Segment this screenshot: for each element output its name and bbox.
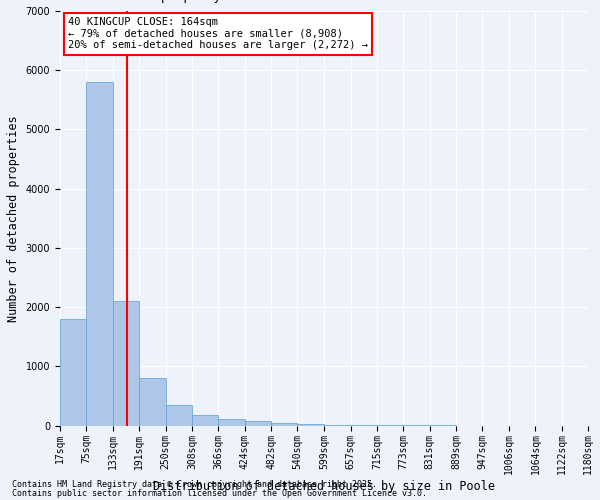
Bar xyxy=(139,378,166,426)
Bar xyxy=(377,425,403,426)
Text: Size of property relative to detached houses in Poole: Size of property relative to detached ho… xyxy=(101,0,499,4)
Bar xyxy=(298,424,324,426)
Bar xyxy=(192,415,218,426)
Bar xyxy=(245,421,271,426)
Bar xyxy=(271,423,298,426)
Bar xyxy=(350,425,377,426)
Bar xyxy=(218,419,245,426)
Bar xyxy=(166,405,192,425)
Y-axis label: Number of detached properties: Number of detached properties xyxy=(7,115,20,322)
Bar xyxy=(60,319,86,426)
X-axis label: Distribution of detached houses by size in Poole: Distribution of detached houses by size … xyxy=(153,480,495,493)
Text: 40 KINGCUP CLOSE: 164sqm
← 79% of detached houses are smaller (8,908)
20% of sem: 40 KINGCUP CLOSE: 164sqm ← 79% of detach… xyxy=(68,17,368,50)
Bar xyxy=(86,82,113,426)
Text: Contains HM Land Registry data © Crown copyright and database right 2025.: Contains HM Land Registry data © Crown c… xyxy=(12,480,377,489)
Bar xyxy=(113,302,139,426)
Text: Contains public sector information licensed under the Open Government Licence v3: Contains public sector information licen… xyxy=(12,488,427,498)
Bar xyxy=(324,424,350,426)
